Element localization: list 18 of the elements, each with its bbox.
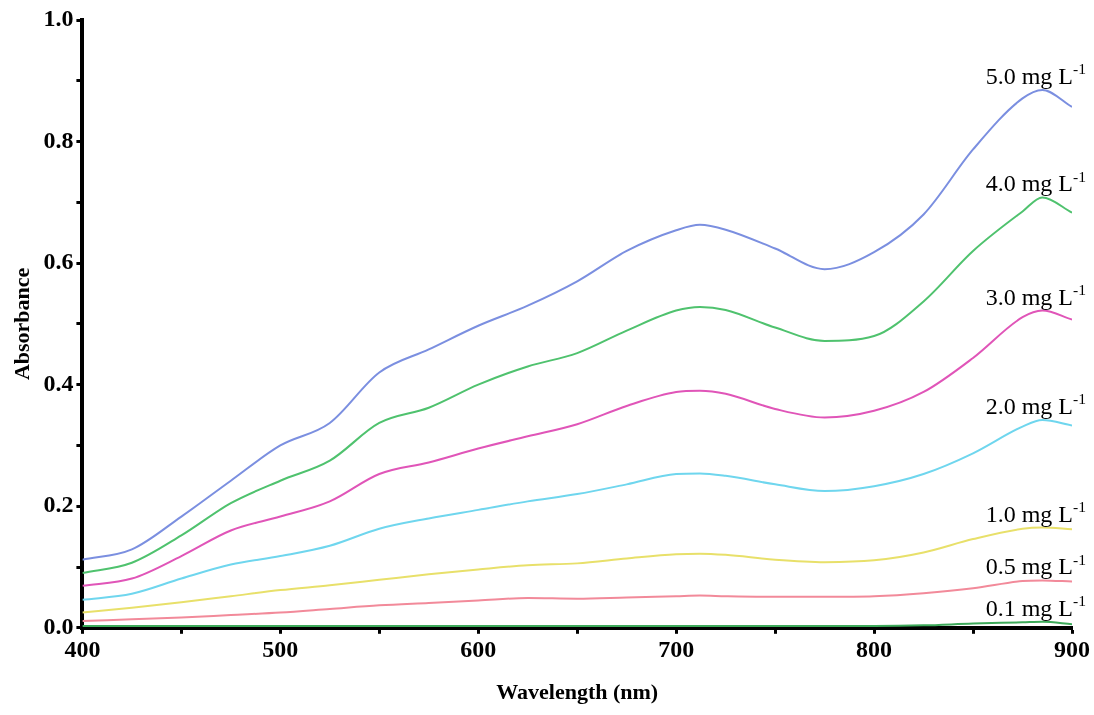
x-tick-label: 800 (856, 636, 893, 663)
x-tick-label: 500 (262, 636, 299, 663)
x-tick-label: 400 (64, 636, 101, 663)
y-tick-label: 0.4 (43, 369, 74, 396)
line-series (82, 88, 1072, 561)
x-axis-title: Wavelength (nm) (496, 679, 659, 705)
x-tick-label: 900 (1054, 636, 1090, 663)
y-tick-label: 0.2 (43, 491, 74, 518)
line-series (82, 418, 1072, 601)
x-tick-label: 600 (460, 636, 497, 663)
y-tick-label: 1.0 (43, 5, 74, 32)
y-axis-title: Absorbance (8, 267, 34, 381)
line-series (82, 309, 1072, 587)
x-tick-label: 700 (658, 636, 695, 663)
y-tick-label: 0.8 (43, 126, 74, 153)
line-series (82, 579, 1072, 623)
y-tick-label: 0.6 (43, 248, 74, 275)
y-tick-label: 0.0 (43, 613, 74, 639)
